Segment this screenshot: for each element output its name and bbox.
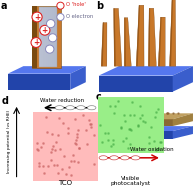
Polygon shape xyxy=(169,0,176,66)
Circle shape xyxy=(46,20,55,28)
Text: O electron: O electron xyxy=(66,14,93,19)
Polygon shape xyxy=(101,22,107,66)
Bar xyxy=(39,7,57,67)
Circle shape xyxy=(99,156,108,160)
Bar xyxy=(46,7,48,67)
Text: c: c xyxy=(96,92,101,102)
Bar xyxy=(54,7,57,67)
Bar xyxy=(50,7,52,67)
Text: Water oxidation: Water oxidation xyxy=(130,147,174,152)
Polygon shape xyxy=(173,113,193,126)
Polygon shape xyxy=(32,6,37,68)
Polygon shape xyxy=(173,126,193,139)
Circle shape xyxy=(77,106,85,110)
Text: a: a xyxy=(1,1,7,11)
Circle shape xyxy=(110,156,118,160)
Polygon shape xyxy=(158,17,165,66)
Circle shape xyxy=(40,25,50,35)
Polygon shape xyxy=(173,66,193,92)
Bar xyxy=(52,7,54,67)
Polygon shape xyxy=(99,113,193,119)
Bar xyxy=(98,97,164,153)
Text: TCO: TCO xyxy=(58,180,72,186)
Polygon shape xyxy=(8,66,86,74)
Polygon shape xyxy=(99,66,193,76)
Circle shape xyxy=(31,38,41,47)
Polygon shape xyxy=(136,5,144,66)
Polygon shape xyxy=(99,76,173,92)
Text: b: b xyxy=(96,1,103,11)
Circle shape xyxy=(49,34,57,42)
Circle shape xyxy=(131,156,140,160)
Polygon shape xyxy=(124,18,126,66)
Text: Increasing potential (vs RHE): Increasing potential (vs RHE) xyxy=(7,110,11,174)
Circle shape xyxy=(87,106,96,110)
Circle shape xyxy=(57,2,64,9)
Polygon shape xyxy=(70,66,86,90)
Circle shape xyxy=(66,106,74,110)
Bar xyxy=(48,7,50,67)
Text: O 'hole': O 'hole' xyxy=(66,2,86,7)
Polygon shape xyxy=(148,8,150,66)
Polygon shape xyxy=(158,17,162,66)
Polygon shape xyxy=(8,74,70,90)
Bar xyxy=(39,7,41,67)
Polygon shape xyxy=(148,8,156,66)
Circle shape xyxy=(45,45,54,53)
Polygon shape xyxy=(114,8,122,66)
Bar xyxy=(41,7,43,67)
Circle shape xyxy=(57,14,64,21)
Circle shape xyxy=(55,106,64,110)
Polygon shape xyxy=(136,5,140,66)
Text: d: d xyxy=(2,96,9,106)
Polygon shape xyxy=(114,8,116,66)
Circle shape xyxy=(32,12,42,22)
Bar xyxy=(32,6,61,68)
Text: Water reduction: Water reduction xyxy=(40,98,84,103)
Polygon shape xyxy=(124,18,131,66)
Text: Visible
photocatalyst: Visible photocatalyst xyxy=(111,176,151,186)
Polygon shape xyxy=(99,126,193,131)
Polygon shape xyxy=(169,0,173,66)
Bar xyxy=(43,7,46,67)
Text: +: + xyxy=(42,26,48,35)
Bar xyxy=(33,112,98,181)
Text: +: + xyxy=(34,12,40,22)
Text: +: + xyxy=(33,38,39,47)
Circle shape xyxy=(121,156,129,160)
Polygon shape xyxy=(99,119,173,126)
Polygon shape xyxy=(99,131,173,139)
Polygon shape xyxy=(101,22,104,66)
